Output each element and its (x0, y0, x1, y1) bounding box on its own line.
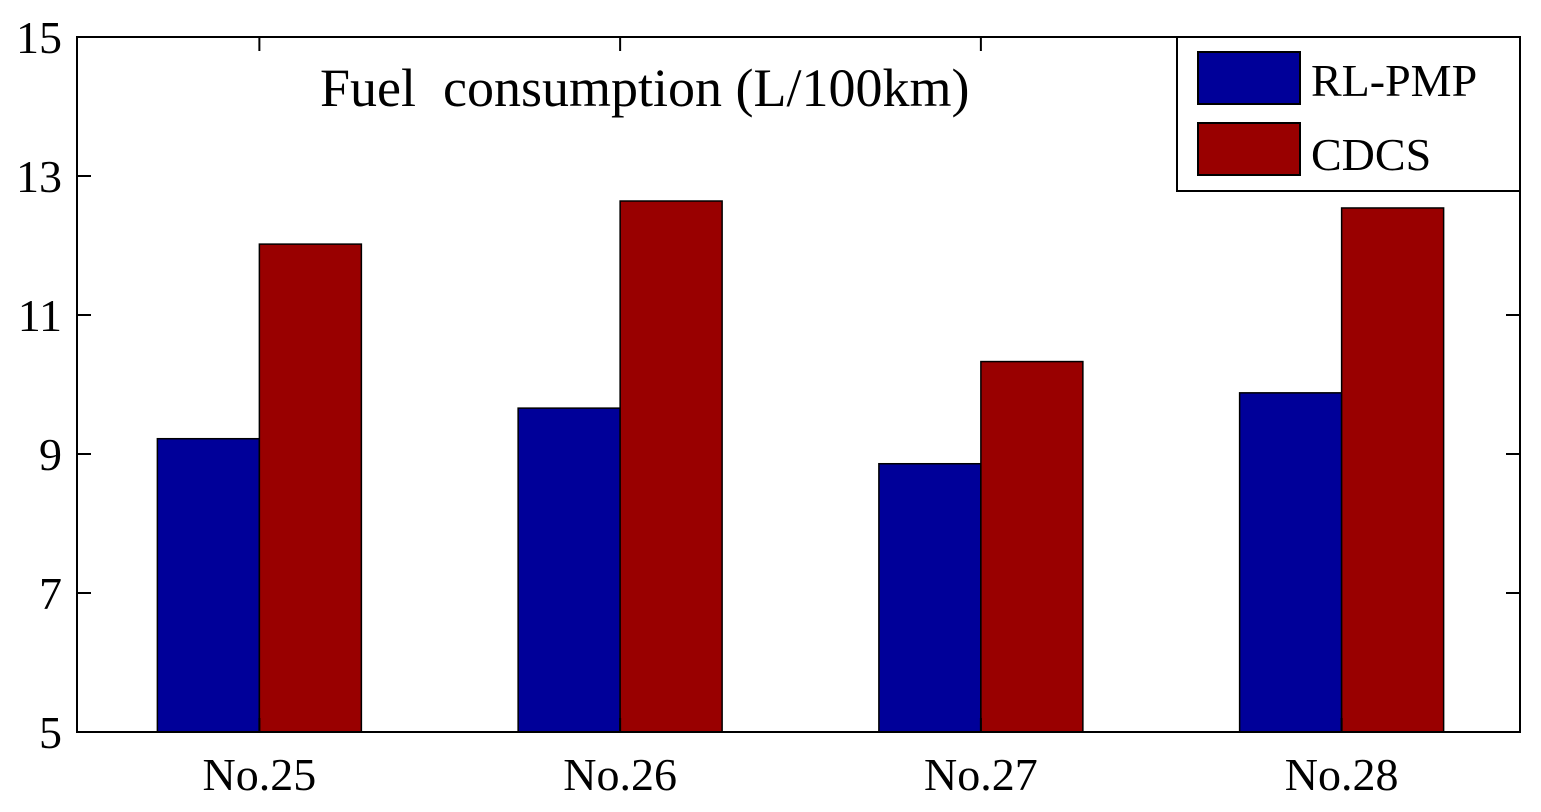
bar-rl-pmp-no25 (156, 437, 261, 733)
bar-cdcs-no25 (258, 243, 363, 733)
x-tick-label: No.27 (924, 749, 1038, 800)
bar-rl-pmp-no26 (517, 407, 621, 733)
x-tick-label: No.26 (563, 749, 677, 800)
y-tick-label: 7 (39, 568, 62, 619)
bar-rl-pmp-no27 (878, 462, 982, 733)
y-tick-label: 5 (39, 707, 62, 758)
y-tick-label: 9 (39, 429, 62, 480)
legend: RL-PMP CDCS (1176, 36, 1521, 192)
legend-label-cdcs: CDCS (1311, 129, 1431, 180)
x-tick-label: No.28 (1285, 749, 1399, 800)
bar-cdcs-no27 (980, 360, 1084, 733)
y-axis-tick-labels: 5 7 9 11 13 15 (16, 12, 62, 758)
axis-ticks (77, 36, 1520, 733)
bars-group (156, 200, 1445, 733)
bar-rl-pmp-no28 (1238, 392, 1343, 733)
x-axis-tick-labels: No.25 No.26 No.27 No.28 (203, 749, 1399, 800)
bar-cdcs-no28 (1340, 207, 1445, 733)
y-tick-label: 13 (16, 151, 62, 202)
bar-cdcs-no26 (619, 200, 723, 733)
legend-label-rl-pmp: RL-PMP (1311, 55, 1477, 106)
y-tick-label: 15 (16, 12, 62, 63)
y-tick-label: 11 (18, 290, 62, 341)
chart-title: Fuel consumption (L/100km) (320, 58, 969, 118)
legend-swatch-cdcs (1197, 122, 1301, 176)
plot-area-frame (76, 36, 1521, 733)
legend-swatch-rl-pmp (1197, 51, 1301, 105)
x-tick-label: No.25 (203, 749, 317, 800)
